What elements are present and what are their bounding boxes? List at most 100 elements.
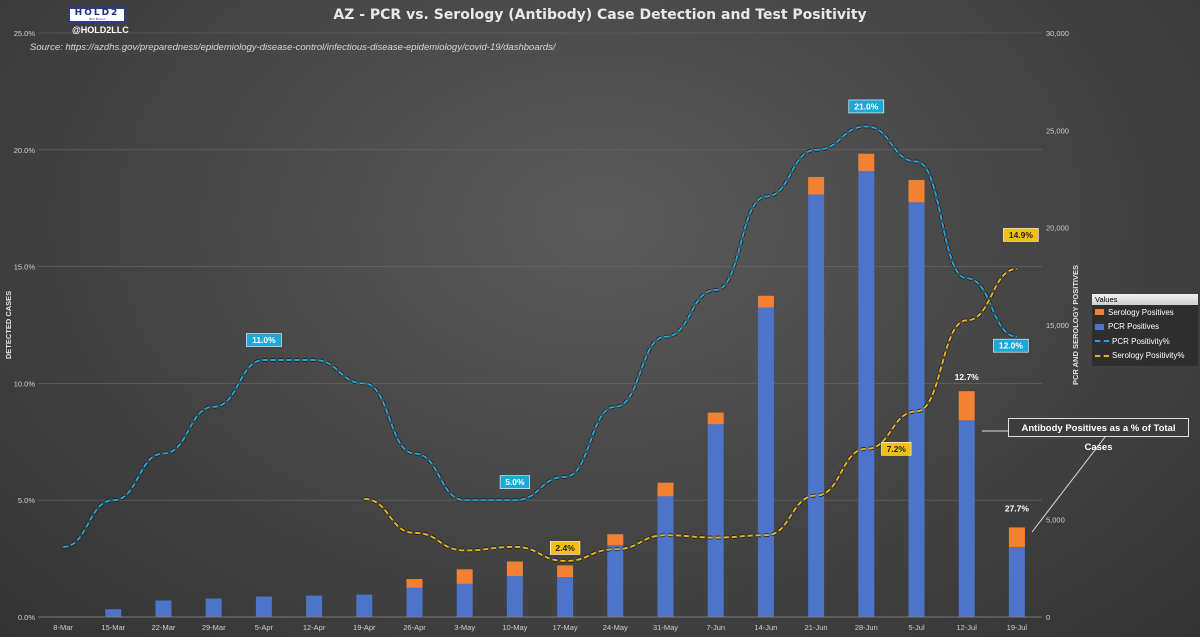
x-tick-label: 29-Mar [202, 623, 226, 632]
x-tick-label: 31-May [653, 623, 678, 632]
bar-pcr-positives [105, 609, 122, 617]
legend-label: PCR Positivity% [1112, 336, 1170, 346]
x-tick-label: 5-Apr [255, 623, 274, 632]
chart-title: AZ - PCR vs. Serology (Antibody) Case De… [333, 7, 867, 23]
bar-pcr-positives [858, 171, 875, 618]
right-tick-label: 25,000 [1046, 126, 1069, 135]
left-tick-label: 25.0% [14, 29, 36, 38]
data-label: 14.9% [1009, 230, 1034, 240]
bar-pcr-positives [707, 424, 724, 617]
source-note: Source: https://azdhs.gov/preparedness/e… [30, 42, 556, 53]
bar-serology-positives [657, 482, 674, 497]
logo-subtext: Bull Brand [89, 17, 105, 21]
bar-serology-positives [858, 153, 875, 172]
bar-pcr-positives [205, 598, 222, 617]
pcr-positivity-line [62, 125, 1018, 548]
bar-pcr-positives [1008, 546, 1025, 617]
bar-pcr-positives [557, 577, 574, 617]
right-tick-label: 5,000 [1046, 516, 1065, 525]
x-tick-label: 17-May [553, 623, 578, 632]
bar-pcr-positives [506, 576, 523, 617]
x-tick-label: 21-Jun [805, 623, 828, 632]
left-axis-title: DETECTED CASES [4, 291, 13, 359]
bar-pcr-positives [607, 544, 624, 617]
bar-serology-positives [456, 569, 473, 584]
legend-item-pcr-positives: PCR Positives [1092, 320, 1198, 335]
twitter-handle: @HOLD2LLC [72, 25, 129, 35]
x-tick-label: 12-Jul [956, 623, 977, 632]
data-label: 27.7% [1005, 503, 1030, 513]
x-tick-label: 26-Apr [403, 623, 426, 632]
data-label-box [848, 99, 885, 114]
x-tick-label: 3-May [454, 623, 475, 632]
bar-pcr-positives [958, 420, 975, 617]
bar-pcr-positives [908, 202, 925, 618]
bar-serology-positives [908, 179, 925, 203]
legend-item-pcr-positivity: PCR Positivity% [1092, 334, 1198, 349]
data-label-box [881, 442, 912, 456]
data-label-box [1003, 228, 1039, 242]
right-tick-label: 20,000 [1046, 224, 1069, 233]
legend: Values Serology Positives PCR Positives … [1092, 294, 1198, 366]
data-label-box [549, 541, 581, 555]
left-tick-label: 15.0% [14, 263, 36, 272]
bar-serology-positives [607, 534, 624, 545]
bar-pcr-positives [255, 596, 272, 617]
data-label-box [246, 333, 282, 347]
right-tick-label: 0 [1046, 613, 1050, 622]
x-tick-label: 8-Mar [53, 623, 73, 632]
bar-serology-positives [808, 177, 825, 195]
legend-item-serology-positivity: Serology Positivity% [1092, 349, 1198, 364]
x-tick-label: 19-Jul [1007, 623, 1028, 632]
x-tick-label: 7-Jun [706, 623, 725, 632]
x-tick-label: 5-Jul [908, 623, 925, 632]
bar-pcr-positives [155, 600, 172, 617]
x-tick-label: 19-Apr [353, 623, 376, 632]
left-tick-label: 0.0% [18, 613, 35, 622]
x-tick-label: 12-Apr [303, 623, 326, 632]
legend-swatch [1095, 323, 1104, 330]
right-axis-title: PCR AND SEROLOGY POSITIVES [1071, 265, 1080, 385]
x-tick-label: 15-Mar [101, 623, 125, 632]
bar-pcr-positives [808, 194, 825, 617]
data-label-box [993, 338, 1029, 353]
x-tick-label: 24-May [603, 623, 628, 632]
x-tick-label: 10-May [502, 623, 527, 632]
callout-leader [1031, 436, 1106, 533]
bar-serology-positives [557, 565, 574, 578]
bar-pcr-positives [406, 587, 423, 617]
bar-serology-positives [406, 579, 423, 588]
legend-swatch [1095, 340, 1109, 343]
x-tick-label: 28-Jun [855, 623, 878, 632]
legend-label: PCR Positives [1108, 322, 1160, 332]
data-label: 7.2% [887, 444, 907, 454]
legend-label: Serology Positivity% [1112, 351, 1185, 361]
left-tick-label: 5.0% [18, 496, 35, 505]
data-label: 2.4% [555, 543, 575, 553]
x-tick-label: 14-Jun [754, 623, 777, 632]
bar-serology-positives [707, 412, 724, 425]
data-label: 5.0% [505, 477, 525, 487]
left-tick-label: 20.0% [14, 146, 36, 155]
antibody-callout: Antibody Positives as a % of Total Cases [1008, 418, 1189, 453]
bar-serology-positives [506, 561, 523, 577]
bar-serology-positives [1008, 527, 1025, 547]
right-tick-label: 30,000 [1046, 29, 1069, 38]
bar-pcr-positives [657, 496, 674, 617]
bar-pcr-positives [757, 307, 774, 617]
data-label: 21.0% [854, 101, 879, 111]
hold2-logo: HOLD2 Bull Brand [68, 7, 126, 23]
data-label-box [499, 475, 531, 490]
legend-swatch [1095, 309, 1104, 316]
bar-pcr-positives [356, 594, 373, 617]
data-label: 12.7% [955, 372, 980, 382]
data-label: 12.0% [999, 341, 1024, 351]
legend-swatch [1095, 354, 1109, 357]
bar-serology-positives [757, 295, 774, 308]
bar-pcr-positives [306, 595, 323, 617]
bar-pcr-positives [456, 583, 473, 617]
left-tick-label: 10.0% [14, 379, 36, 388]
right-tick-label: 15,000 [1046, 321, 1069, 330]
data-label: 11.0% [252, 335, 276, 345]
legend-label: Serology Positives [1108, 307, 1174, 317]
